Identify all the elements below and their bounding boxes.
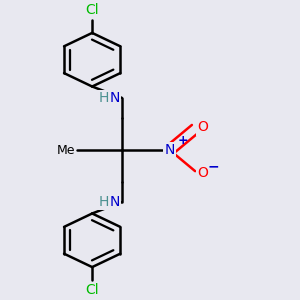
Text: H: H xyxy=(98,195,109,209)
Text: Cl: Cl xyxy=(85,3,99,17)
Text: Cl: Cl xyxy=(85,283,99,297)
Text: H: H xyxy=(98,91,109,105)
Text: Me: Me xyxy=(57,143,75,157)
Text: N: N xyxy=(110,195,120,209)
Text: +: + xyxy=(177,134,188,148)
Text: N: N xyxy=(110,91,120,105)
Text: O: O xyxy=(198,166,208,180)
Text: O: O xyxy=(198,120,208,134)
Text: N: N xyxy=(165,143,175,157)
Text: −: − xyxy=(208,159,219,173)
